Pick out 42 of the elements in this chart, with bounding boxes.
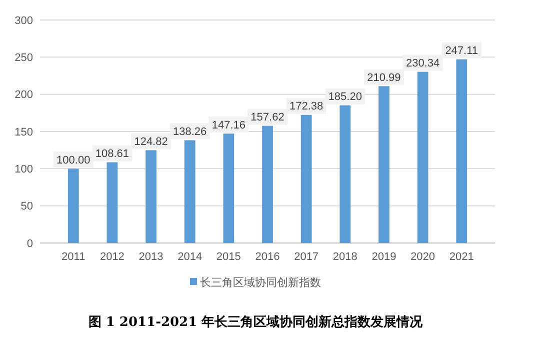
bar (146, 150, 156, 243)
legend-label: 长三角区域协同创新指数 (200, 276, 321, 289)
text: 124.82 (134, 136, 168, 148)
bar (106, 162, 118, 243)
y-tick-label: 50 (20, 200, 33, 213)
bar (300, 114, 312, 243)
text: 157.62 (250, 112, 284, 124)
text: 138.26 (173, 126, 207, 138)
y-tick-label: 100 (14, 164, 33, 176)
bar (417, 72, 428, 243)
x-tick-label: 2014 (178, 251, 202, 263)
bar (68, 168, 79, 243)
x-tick-label: 2016 (255, 251, 280, 263)
x-tick-label: 2019 (372, 251, 396, 263)
bar (456, 59, 468, 243)
x-tick-label: 2012 (100, 251, 124, 263)
bar (184, 140, 196, 243)
x-tick-label: 2013 (138, 251, 164, 263)
text: 100.00 (56, 154, 90, 167)
x-tick-label: 2015 (216, 251, 241, 263)
y-tick-label: 0 (26, 238, 33, 250)
x-tick-label: 2017 (294, 251, 319, 263)
text: 247.11 (445, 45, 478, 58)
y-tick-label: 200 (14, 89, 33, 102)
caption: 图 1 2011-2021 年长三角区域协同创新总指数发展情况 (88, 314, 424, 330)
text: 210.99 (367, 72, 401, 84)
y-tick-label: 150 (14, 126, 33, 138)
bar (378, 86, 390, 243)
y-tick-label: 300 (14, 14, 33, 27)
bar (223, 134, 234, 243)
text: 147.16 (212, 119, 246, 132)
bar (262, 126, 273, 243)
x-tick-label: 2021 (449, 251, 474, 263)
y-tick-label: 250 (14, 52, 33, 64)
bar (340, 105, 351, 243)
text: 172.38 (289, 100, 324, 113)
text: 185.20 (328, 91, 362, 104)
text: 230.34 (406, 58, 440, 70)
x-tick-label: 2011 (62, 251, 86, 263)
x-tick-label: 2020 (410, 251, 436, 263)
x-tick-label: 2018 (332, 251, 358, 263)
text: 108.61 (95, 148, 130, 160)
